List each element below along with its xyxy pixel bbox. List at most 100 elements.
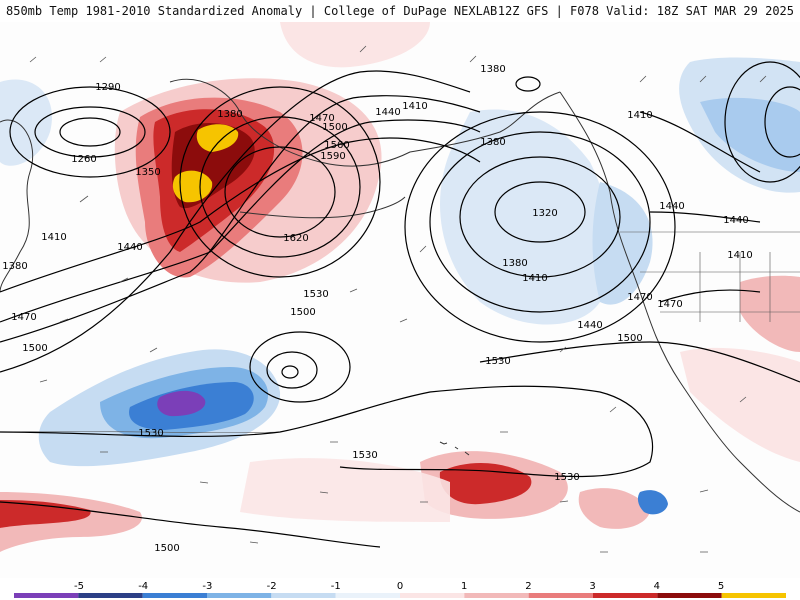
contour-high-1620 [224,146,336,238]
colorbar-tick-label: -4 [138,581,148,592]
anomaly-shading [0,22,800,552]
coastline-bc [559,91,800,513]
contour-high-1590 [199,116,361,258]
contour-label: 1380 [480,64,505,75]
contour-1500-main [0,119,481,323]
colorbar-swatch [207,593,272,598]
warm-anomaly-alaska-peak1 [196,124,239,152]
colorbar-tick-label: -5 [74,581,84,592]
coastline-hawaii [439,441,470,456]
contour-label: 1380 [2,261,27,272]
contour-low-west-inner [59,117,121,147]
colorbar-tick-label: 3 [589,581,595,592]
colorbar-tick-label: -3 [202,581,212,592]
contour-label: 1470 [309,113,334,124]
contour-low-west-1290 [9,86,171,178]
colorbar-swatch [400,593,465,598]
contour-label: 1500 [290,307,315,318]
contour-label: 1470 [11,312,36,323]
contour-label: 1440 [659,201,684,212]
contour-1530-main [0,137,481,293]
contour-label: 1380 [502,258,527,269]
contour-label: 1530 [138,428,163,439]
contour-label: 1560 [324,140,349,151]
contour-label: 1410 [402,101,427,112]
colorbar-swatch [528,593,593,598]
contour-label: 1410 [522,273,547,284]
contour-label: 1350 [135,167,160,178]
height-contours [0,61,800,548]
contour-1410-east [639,111,761,173]
coastlines [0,78,800,513]
contour-label: 1590 [320,151,345,162]
cold-anomaly-nw [0,79,52,166]
contour-1470-east [659,289,761,303]
colorbar-tick-label: 2 [525,581,531,592]
colorbar-tick-label: 4 [654,581,660,592]
contour-label: 1260 [71,154,96,165]
contour-label: 1410 [627,110,652,121]
contour-low-gulf-1410 [404,111,676,343]
colorbar-swatch [78,593,143,598]
contour-low-east-1380 [724,61,800,183]
contour-low-mid-core [281,365,299,379]
contour-label: 1620 [283,233,308,244]
contour-1440-east [649,211,761,223]
contour-label: 1500 [617,333,642,344]
warm-anomaly-south-light [240,458,450,522]
warm-anomaly-south-west-core [0,500,91,528]
map-canvas: 1290 1260 1350 1380 1380 1380 1380 1380 … [0,22,800,554]
contour-low-west-1260 [34,106,146,158]
contour-small-1380 [515,76,541,92]
colorbar-swatch [721,593,786,598]
contour-label: 1470 [657,299,682,310]
contour-1440-main [0,70,471,373]
coastline-aleutians [239,196,406,219]
contour-label: 1500 [154,543,179,554]
colorbar-swatch [142,593,207,598]
contour-label: 1470 [627,292,652,303]
state-borders [620,231,800,322]
contour-label: 1290 [95,82,120,93]
contour-low-mid-1500 [249,331,351,403]
colorbar-svg: -5 -4 -3 -2 -1 0 1 2 3 4 5 [14,581,786,598]
contour-label: 1410 [41,232,66,243]
contour-low-gulf-1380 [429,131,651,313]
warm-anomaly-south-east [578,488,650,529]
coastline-alaska [169,78,561,167]
colorbar-swatch [657,593,722,598]
colorbar-swatch [464,593,529,598]
cold-anomaly-pacific-core [157,390,206,417]
colorbar-tick-label: -1 [331,581,341,592]
contour-label: 1410 [727,250,752,261]
contour-low-gulf-1320 [494,181,586,243]
contour-label: 1530 [485,356,510,367]
colorbar-tick-label: 0 [397,581,403,592]
contour-label: 1380 [480,137,505,148]
colorbar-swatch [335,593,400,598]
contour-label: 1530 [303,289,328,300]
contour-label: 1440 [723,215,748,226]
colorbar-swatch [14,593,79,598]
contour-label: 1440 [375,107,400,118]
contour-labels: 1290 1260 1350 1380 1380 1380 1380 1380 … [2,64,752,554]
product-title: 850mb Temp 1981-2010 Standardized Anomal… [6,4,498,18]
contour-1500-east [479,341,800,383]
cold-anomaly-gulf [440,109,611,325]
colorbar: -5 -4 -3 -2 -1 0 1 2 3 4 5 [0,578,800,600]
contour-label: 1530 [352,450,377,461]
contour-label: 1440 [117,242,142,253]
colorbar-swatch [271,593,336,598]
warm-anomaly-north-top [280,22,430,68]
model-run-title: 12Z GFS | F078 Valid: 18Z SAT MAR 29 202… [497,4,794,18]
contour-1470-main [0,95,481,343]
coastline-siberia [0,119,34,293]
contour-label: 1440 [577,320,602,331]
contour-label: 1320 [532,208,557,219]
barb [29,45,767,553]
wind-barbs [29,45,767,553]
colorbar-swatch [593,593,658,598]
cold-anomaly-south-spot [637,490,668,515]
contour-low-east-inner [764,86,800,158]
